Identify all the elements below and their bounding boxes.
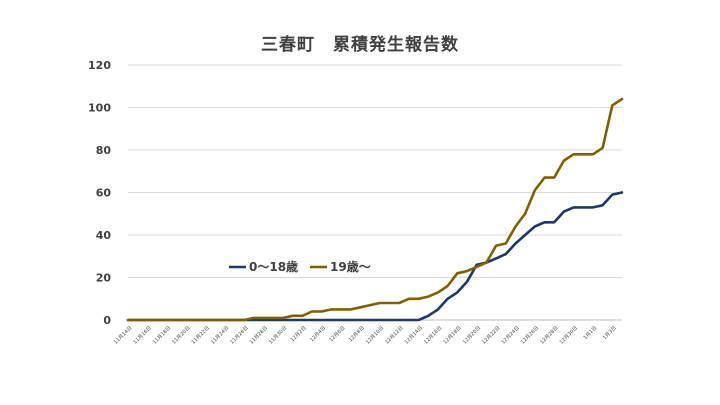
y-tick-label: 100	[88, 102, 111, 115]
x-tick-label: 11月22日	[191, 325, 211, 345]
x-tick-label: 12月2日	[290, 325, 308, 343]
y-tick-label: 120	[88, 59, 111, 72]
y-tick-label: 60	[96, 187, 112, 200]
y-tick-label: 0	[103, 314, 111, 327]
x-tick-label: 11月18日	[152, 325, 172, 345]
series-line-1	[126, 191, 624, 322]
x-tick-label: 12月10日	[365, 325, 385, 345]
y-tick-label: 80	[96, 144, 112, 157]
x-tick-label: 12月12日	[384, 325, 404, 345]
x-tick-label: 12月6日	[328, 325, 346, 343]
x-tick-label: 11月28日	[249, 325, 269, 345]
x-tick-label: 12月20日	[462, 325, 482, 345]
y-tick-label: 40	[96, 229, 112, 242]
x-tick-label: 12月14日	[404, 325, 424, 345]
x-tick-label: 11月20日	[171, 325, 191, 345]
x-tick-label: 12月30日	[559, 325, 579, 345]
x-tick-label: 12月4日	[309, 325, 327, 343]
x-tick-label: 11月24日	[210, 325, 230, 345]
x-tick-label: 12月22日	[481, 325, 501, 345]
x-tick-label: 1月3日	[602, 325, 618, 341]
legend-label-1: 0～18歳	[249, 259, 298, 274]
legend-label-2: 19歳～	[330, 259, 371, 274]
x-tick-label: 12月26日	[520, 325, 540, 345]
series-line-2	[126, 97, 624, 322]
x-tick-label: 12月8日	[348, 325, 366, 343]
y-tick-label: 20	[96, 272, 112, 285]
x-tick-label: 12月28日	[539, 325, 559, 345]
x-tick-label: 12月24日	[501, 325, 521, 345]
x-tick-label: 11月16日	[132, 325, 152, 345]
chart-title: 三春町 累積発生報告数	[261, 35, 459, 55]
x-tick-label: 11月30日	[268, 325, 288, 345]
x-tick-label: 12月16日	[423, 325, 443, 345]
x-tick-label: 11月26日	[229, 325, 249, 345]
x-tick-label: 11月14日	[113, 325, 133, 345]
x-tick-label: 12月18日	[442, 325, 462, 345]
x-tick-label: 1月1日	[583, 325, 599, 341]
